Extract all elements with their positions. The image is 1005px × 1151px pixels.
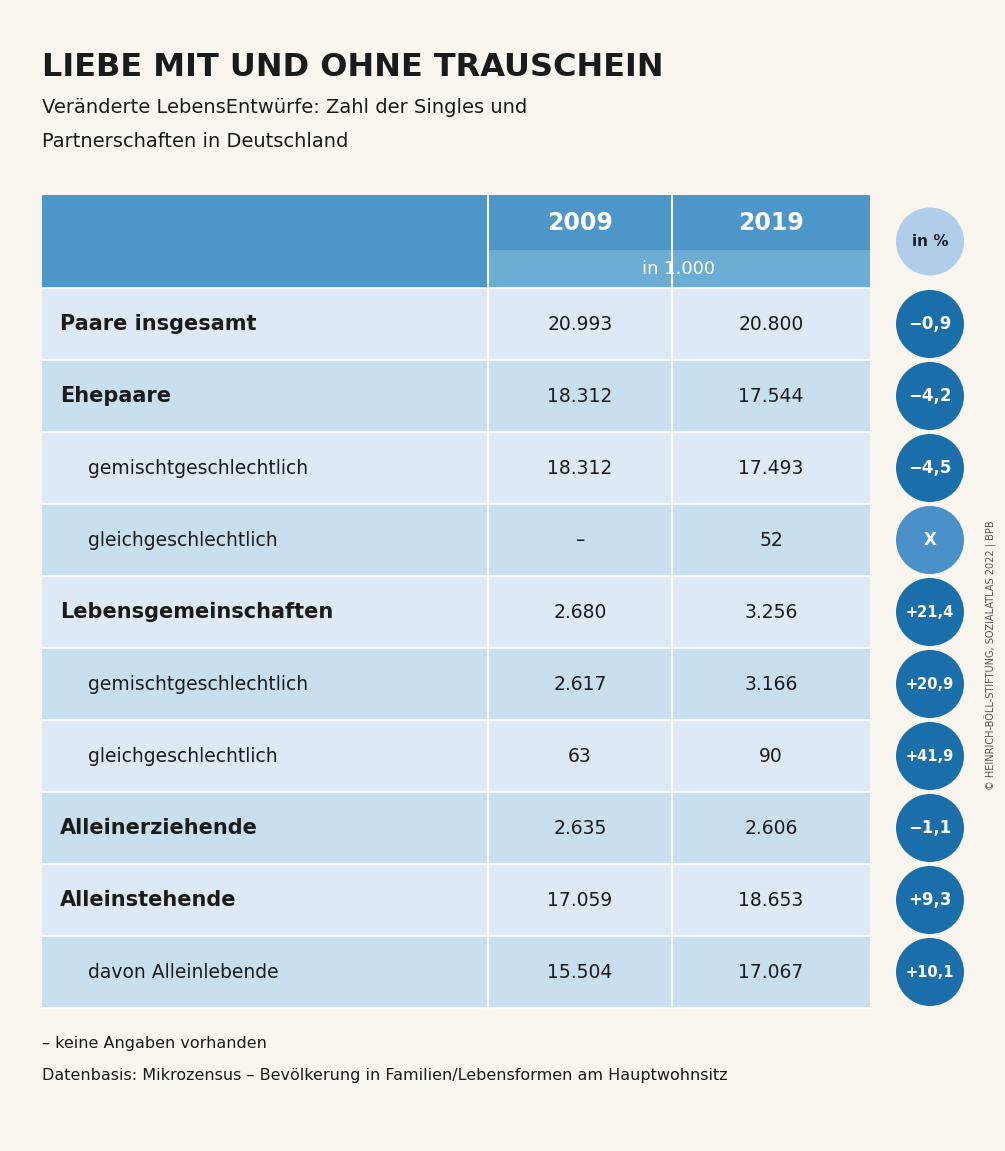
- Circle shape: [896, 794, 964, 862]
- Text: +21,4: +21,4: [906, 604, 954, 619]
- FancyBboxPatch shape: [42, 864, 870, 936]
- Text: Ehepaare: Ehepaare: [60, 386, 171, 406]
- Text: +9,3: +9,3: [909, 891, 952, 909]
- Text: 63: 63: [568, 747, 592, 765]
- Text: gemischtgeschlechtlich: gemischtgeschlechtlich: [88, 458, 309, 478]
- FancyBboxPatch shape: [42, 648, 870, 721]
- Text: −1,1: −1,1: [909, 820, 952, 837]
- Text: © HEINRICH-BÖLL-STIFTUNG, SOZIALATLAS 2022 | BPB: © HEINRICH-BÖLL-STIFTUNG, SOZIALATLAS 20…: [985, 520, 997, 791]
- Text: – keine Angaben vorhanden: – keine Angaben vorhanden: [42, 1036, 267, 1051]
- FancyBboxPatch shape: [42, 360, 870, 432]
- Text: Partnerschaften in Deutschland: Partnerschaften in Deutschland: [42, 132, 349, 151]
- Text: Datenbasis: Mikrozensus – Bevölkerung in Familien/Lebensformen am Hauptwohnsitz: Datenbasis: Mikrozensus – Bevölkerung in…: [42, 1068, 728, 1083]
- Text: davon Alleinlebende: davon Alleinlebende: [88, 962, 278, 982]
- FancyBboxPatch shape: [42, 721, 870, 792]
- Text: +20,9: +20,9: [906, 677, 954, 692]
- Text: 52: 52: [759, 531, 783, 549]
- Text: +41,9: +41,9: [906, 748, 954, 763]
- Text: 3.256: 3.256: [745, 602, 798, 622]
- Text: gemischtgeschlechtlich: gemischtgeschlechtlich: [88, 674, 309, 694]
- Text: 2.617: 2.617: [554, 674, 607, 694]
- FancyBboxPatch shape: [42, 792, 870, 864]
- Text: in %: in %: [912, 234, 949, 249]
- Circle shape: [896, 207, 964, 275]
- Text: 2.635: 2.635: [554, 818, 607, 838]
- FancyBboxPatch shape: [42, 576, 870, 648]
- Text: 17.067: 17.067: [739, 962, 804, 982]
- Text: +10,1: +10,1: [906, 965, 955, 980]
- Text: 20.800: 20.800: [739, 314, 804, 334]
- Text: 17.493: 17.493: [739, 458, 804, 478]
- FancyBboxPatch shape: [42, 288, 870, 360]
- Circle shape: [896, 866, 964, 933]
- Text: 18.312: 18.312: [548, 458, 613, 478]
- Text: 2009: 2009: [547, 211, 613, 235]
- FancyBboxPatch shape: [42, 432, 870, 504]
- Text: gleichgeschlechtlich: gleichgeschlechtlich: [88, 747, 277, 765]
- Text: 15.504: 15.504: [548, 962, 613, 982]
- Text: −4,2: −4,2: [909, 387, 952, 405]
- Circle shape: [896, 290, 964, 358]
- Text: Lebensgemeinschaften: Lebensgemeinschaften: [60, 602, 334, 622]
- FancyBboxPatch shape: [42, 504, 870, 576]
- Text: 2.606: 2.606: [745, 818, 798, 838]
- Text: 3.166: 3.166: [745, 674, 798, 694]
- Text: 17.059: 17.059: [548, 891, 613, 909]
- FancyBboxPatch shape: [42, 936, 870, 1008]
- Text: 18.312: 18.312: [548, 387, 613, 405]
- Circle shape: [896, 722, 964, 790]
- Text: 2019: 2019: [738, 211, 804, 235]
- Text: –: –: [576, 531, 585, 549]
- FancyBboxPatch shape: [42, 195, 870, 288]
- Text: gleichgeschlechtlich: gleichgeschlechtlich: [88, 531, 277, 549]
- Text: 17.544: 17.544: [739, 387, 804, 405]
- Circle shape: [896, 578, 964, 646]
- Text: Alleinerziehende: Alleinerziehende: [60, 818, 258, 838]
- Text: Paare insgesamt: Paare insgesamt: [60, 314, 256, 334]
- Text: −0,9: −0,9: [909, 315, 952, 333]
- Circle shape: [896, 434, 964, 502]
- Text: −4,5: −4,5: [909, 459, 952, 477]
- Circle shape: [896, 363, 964, 430]
- FancyBboxPatch shape: [488, 250, 870, 288]
- Text: Veränderte LebensEntwürfe: Zahl der Singles und: Veränderte LebensEntwürfe: Zahl der Sing…: [42, 98, 528, 117]
- Circle shape: [896, 938, 964, 1006]
- Circle shape: [896, 506, 964, 574]
- Text: 2.680: 2.680: [554, 602, 607, 622]
- Text: 18.653: 18.653: [739, 891, 804, 909]
- Circle shape: [896, 650, 964, 718]
- Text: Alleinstehende: Alleinstehende: [60, 890, 236, 910]
- Text: in 1.000: in 1.000: [642, 260, 716, 279]
- Text: 90: 90: [759, 747, 783, 765]
- Text: X: X: [924, 531, 937, 549]
- Text: 20.993: 20.993: [548, 314, 613, 334]
- Text: LIEBE MIT UND OHNE TRAUSCHEIN: LIEBE MIT UND OHNE TRAUSCHEIN: [42, 52, 663, 83]
